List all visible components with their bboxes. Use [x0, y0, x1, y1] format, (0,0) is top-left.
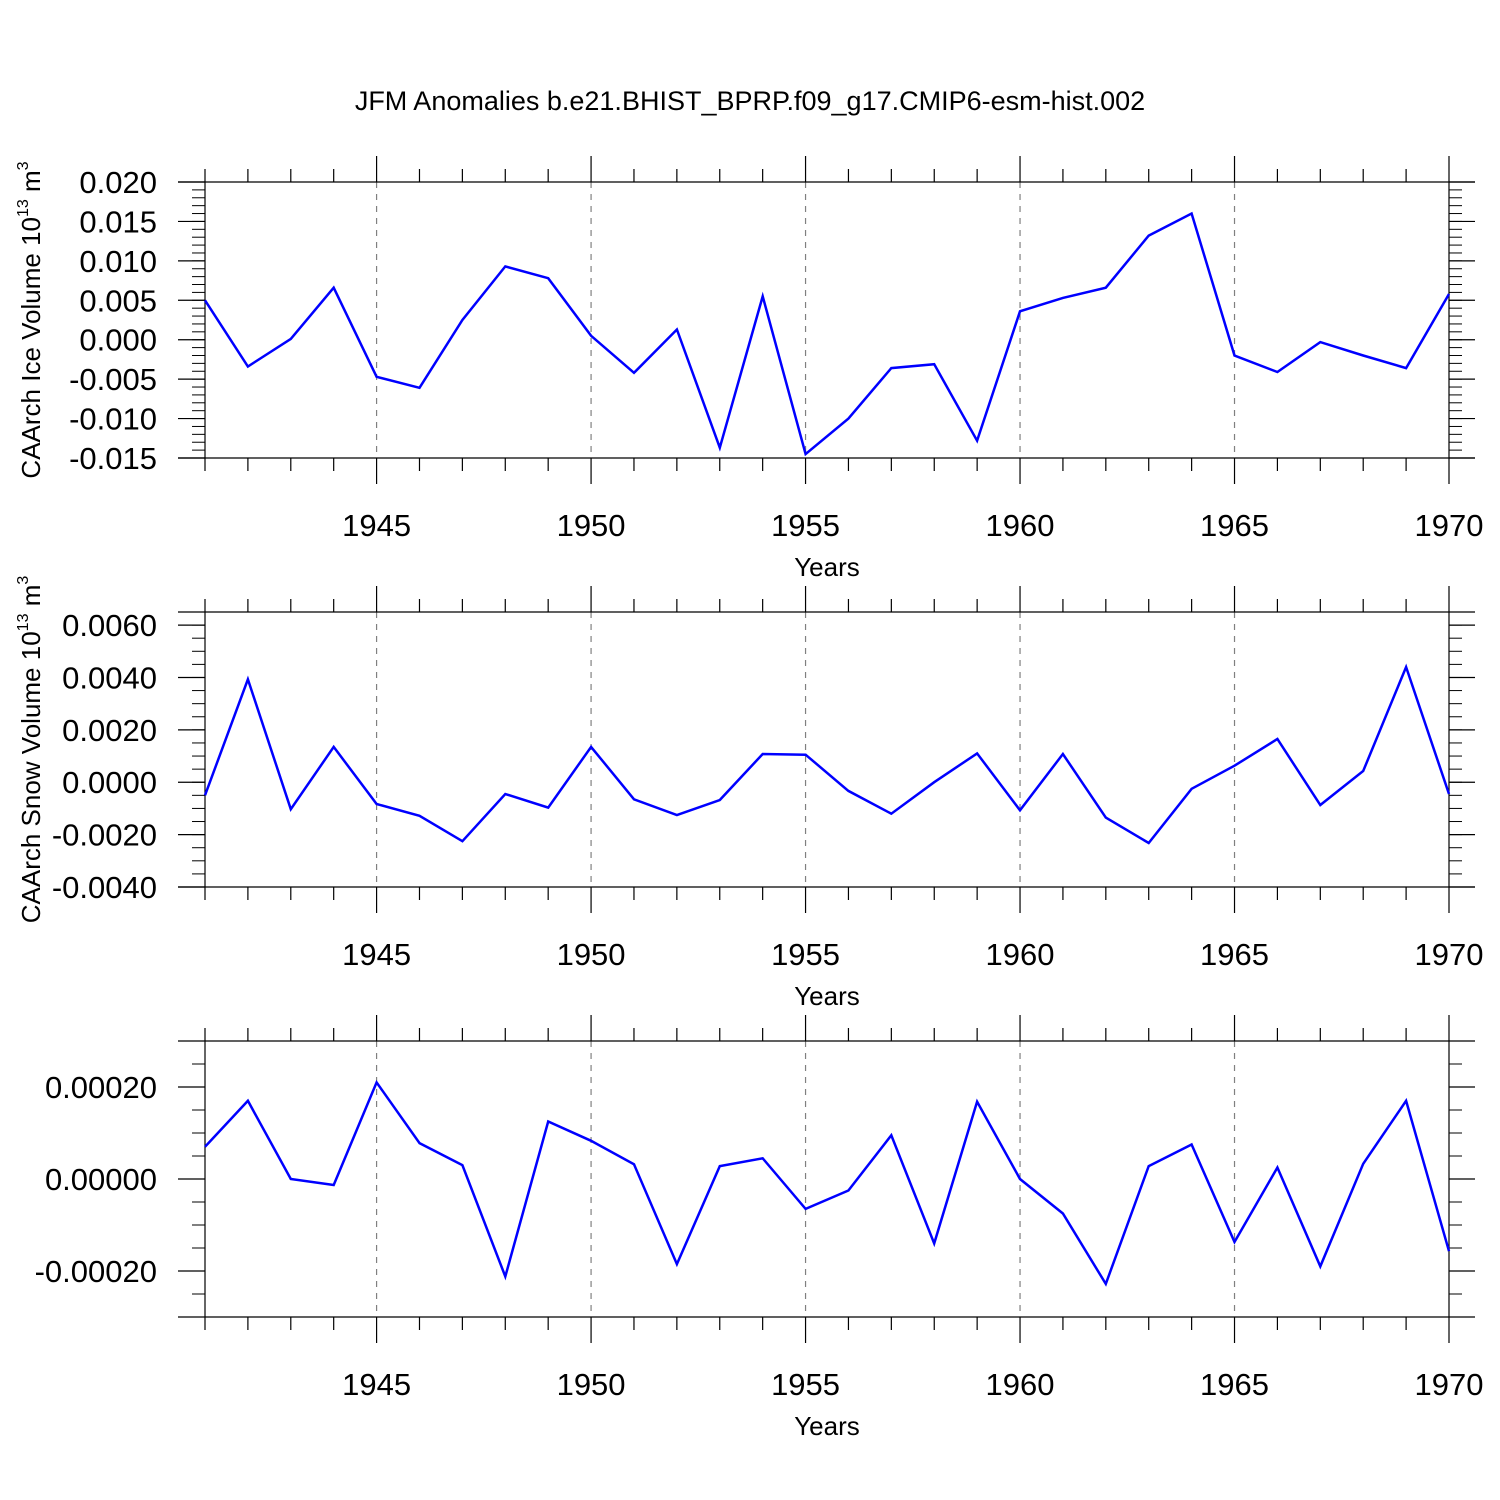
chart-2-y-tick-label: 0.00000	[45, 1162, 157, 1197]
chart-1-y-tick-label: -0.0040	[52, 870, 157, 905]
chart-2-x-tick-label: 1955	[771, 1367, 840, 1402]
chart-1-x-tick-label: 1970	[1415, 937, 1484, 972]
chart-0-x-tick-label: 1945	[342, 508, 411, 543]
chart-2-x-axis-title: Years	[794, 1411, 860, 1441]
chart-2-y-tick-label: 0.00020	[45, 1070, 157, 1105]
snow-volume-panel: 1945 1950 1955 1960 1965 1970 -0.0040 -0.0020 0.…	[15, 576, 1483, 1011]
chart-2-x-tick-label: 1965	[1200, 1367, 1269, 1402]
chart-1-x-tick-label: 1965	[1200, 937, 1269, 972]
chart-0-y-tick-label: -0.015	[69, 441, 157, 476]
chart-1-x-tick-label: 1945	[342, 937, 411, 972]
chart-2-x-tick-label: 1960	[986, 1367, 1055, 1402]
chart-1-x-tick-label: 1950	[557, 937, 626, 972]
chart-2-x-tick-label: 1970	[1415, 1367, 1484, 1402]
chart-1-y-tick-label: 0.0020	[62, 713, 157, 748]
chart-2-x-tick-label: 1945	[342, 1367, 411, 1402]
chart-0-y-tick-label: -0.010	[69, 402, 157, 437]
chart-0-y-tick-label: 0.010	[79, 244, 157, 279]
chart-0-x-tick-label: 1965	[1200, 508, 1269, 543]
ice-volume-panel: 1945 1950 1955 1960 1965 1970 -0.015 -0.010 -0.0…	[15, 156, 1483, 582]
chart-0-x-tick-label: 1950	[557, 508, 626, 543]
chart-0-y-axis-title: CAArch Ice Volume 1013 m3	[15, 161, 46, 478]
chart-1-y-tick-label: 0.0060	[62, 608, 157, 643]
chart-1-y-axis-title: CAArch Snow Volume 1013 m3	[15, 576, 46, 924]
chart-0-y-tick-label: 0.020	[79, 165, 157, 200]
chart-0-y-tick-label: 0.005	[79, 283, 157, 318]
ice-area-panel: 1945 1950 1955 1960 1965 1970 -0.00020 0.00000 0…	[35, 1015, 1484, 1441]
chart-0-x-tick-label: 1970	[1415, 508, 1484, 543]
chart-2-y-tick-label: -0.00020	[35, 1254, 157, 1289]
chart-1-y-tick-label: 0.0040	[62, 660, 157, 695]
chart-2-x-tick-label: 1950	[557, 1367, 626, 1402]
chart-0-x-tick-label: 1955	[771, 508, 840, 543]
figure-title: JFM Anomalies b.e21.BHIST_BPRP.f09_g17.C…	[355, 86, 1145, 116]
chart-0-y-tick-label: 0.000	[79, 323, 157, 358]
chart-0-series-line-0	[203, 211, 1451, 457]
chart-1-x-tick-label: 1955	[771, 937, 840, 972]
chart-0-x-axis-title: Years	[794, 552, 860, 582]
chart-1-series-line-0	[203, 663, 1451, 845]
chart-1-y-tick-label: 0.0000	[62, 765, 157, 800]
chart-1-y-tick-label: -0.0020	[52, 818, 157, 853]
chart-0-x-tick-label: 1960	[986, 508, 1055, 543]
chart-0-y-tick-label: -0.005	[69, 362, 157, 397]
chart-1-x-tick-label: 1960	[986, 937, 1055, 972]
chart-0-y-tick-label: 0.015	[79, 204, 157, 239]
chart-2-series-line-0	[204, 1079, 1451, 1287]
chart-1-x-axis-title: Years	[794, 981, 860, 1011]
